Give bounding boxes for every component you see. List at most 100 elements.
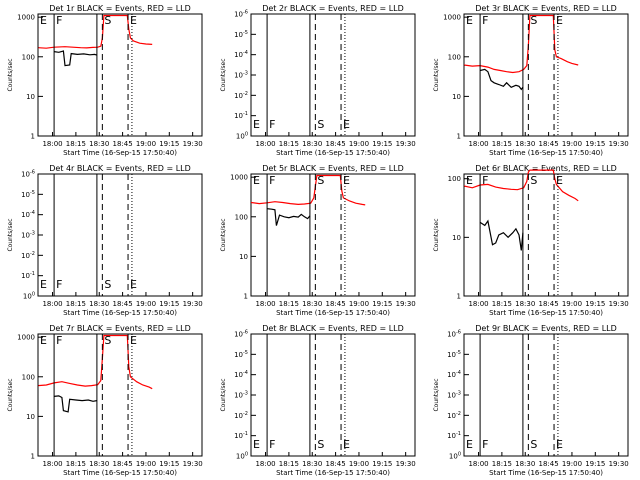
x-tick-label: 19:15 [585,140,605,148]
x-tick-label: 19:30 [183,300,203,308]
event-marker-label: F [56,278,62,291]
x-tick-label: 19:00 [349,140,369,148]
x-tick-label: 19:15 [585,460,605,468]
y-tick-label: 10-3 [21,231,35,240]
detector-panel: Det 7r BLACK = Events, RED = LLD 1 10 100 10… [7,324,203,477]
x-axis-label: Start Time (16-Sep-15 17:50:40) [489,309,603,317]
event-marker-label: E [556,438,563,451]
lld-series-line [463,169,579,202]
x-tick-label: 19:30 [609,300,629,308]
event-marker-label: S [104,278,111,291]
event-marker-label: E [40,14,47,27]
y-tick-label: 100 [22,373,35,381]
x-tick-label: 19:15 [372,140,392,148]
plot-frame [463,173,629,297]
events-series-line [479,219,524,251]
y-tick-label: 10 [452,93,461,101]
chart-title: Det 8r BLACK = Events, RED = LLD [262,324,404,333]
y-tick-label: 10-5 [234,350,248,359]
y-tick-label: 100 [236,452,248,461]
y-tick-label: 10-2 [234,411,248,420]
x-tick-label: 18:00 [42,140,62,148]
x-tick-label: 18:00 [255,460,275,468]
event-marker-label: E [253,438,260,451]
x-tick-label: 19:00 [136,460,156,468]
chart-title: Det 9r BLACK = Events, RED = LLD [475,324,617,333]
event-marker-label: E [343,438,350,451]
y-tick-label: 10 [452,234,461,242]
y-tick-label: 100 [448,175,461,183]
y-tick-label: 10-6 [234,330,248,339]
y-tick-label: 1000 [17,334,35,342]
event-marker-label: E [466,14,473,27]
event-marker-label: E [40,278,47,291]
detector-panel: Det 1r BLACK = Events, RED = LLD 1 10 100 10… [7,4,203,157]
x-tick-label: 19:15 [372,460,392,468]
y-tick-label: 10-4 [234,50,248,59]
y-tick-label: 10-1 [21,271,35,280]
x-tick-label: 19:00 [136,300,156,308]
y-axis-label: Counts/sec [220,218,227,251]
y-tick-label: 10 [26,413,35,421]
event-marker-label: S [530,14,537,27]
x-axis-label: Start Time (16-Sep-15 17:50:40) [489,149,603,157]
x-tick-label: 18:15 [492,140,512,148]
lld-series-line [463,14,579,74]
y-tick-label: 100 [235,213,248,221]
chart-title: Det 6r BLACK = Events, RED = LLD [475,164,617,173]
x-axis-label: Start Time (16-Sep-15 17:50:40) [63,309,177,317]
x-tick-label: 19:15 [159,140,179,148]
event-marker-label: S [530,438,537,451]
event-marker-label: S [104,14,111,27]
y-axis-label: Counts/sec [433,218,440,251]
lld-series-line [250,174,366,206]
event-marker-label: E [253,174,260,187]
x-tick-label: 18:45 [326,460,346,468]
plot-frame [37,13,203,137]
x-tick-label: 18:30 [515,300,535,308]
y-tick-label: 10-2 [21,251,35,260]
event-marker-label: S [317,438,324,451]
x-tick-label: 18:45 [539,460,559,468]
event-marker-label: S [104,334,111,347]
event-marker-label: E [343,174,350,187]
x-tick-label: 18:00 [255,300,275,308]
x-tick-label: 18:15 [279,140,299,148]
y-axis-label: Counts/sec [7,218,14,251]
event-marker-label: S [530,174,537,187]
x-tick-label: 18:30 [515,460,535,468]
event-marker-label: E [40,334,47,347]
x-tick-label: 18:45 [539,300,559,308]
y-tick-label: 10-3 [234,391,248,400]
x-tick-label: 18:00 [468,300,488,308]
x-axis-label: Start Time (16-Sep-15 17:50:40) [276,309,390,317]
x-tick-label: 19:00 [349,460,369,468]
event-marker-label: E [130,14,137,27]
detector-panel: Det 5r BLACK = Events, RED = LLD 1 10 100 10… [220,164,416,317]
chart-title: Det 1r BLACK = Events, RED = LLD [49,4,191,13]
x-tick-label: 19:30 [609,140,629,148]
y-axis-label: Counts/sec [7,58,14,91]
x-tick-label: 18:00 [468,460,488,468]
y-tick-label: 1 [457,133,461,141]
y-tick-label: 10-2 [234,91,248,100]
x-axis-label: Start Time (16-Sep-15 17:50:40) [63,469,177,477]
x-tick-label: 18:45 [113,300,133,308]
y-tick-label: 1000 [230,174,248,182]
y-tick-label: 10-6 [234,10,248,19]
y-tick-label: 10-5 [447,350,461,359]
x-tick-label: 19:15 [159,460,179,468]
y-tick-label: 1000 [443,14,461,22]
y-tick-label: 10-3 [447,391,461,400]
lld-series-line [37,14,153,49]
events-series-line [267,208,311,226]
x-tick-label: 18:00 [468,140,488,148]
x-tick-label: 18:30 [89,300,109,308]
y-tick-label: 10-1 [447,431,461,440]
x-tick-label: 19:00 [562,140,582,148]
y-axis-label: Counts/sec [433,378,440,411]
event-marker-label: F [269,438,275,451]
event-marker-label: E [253,118,260,131]
x-tick-label: 19:00 [136,140,156,148]
y-tick-label: 100 [448,53,461,61]
